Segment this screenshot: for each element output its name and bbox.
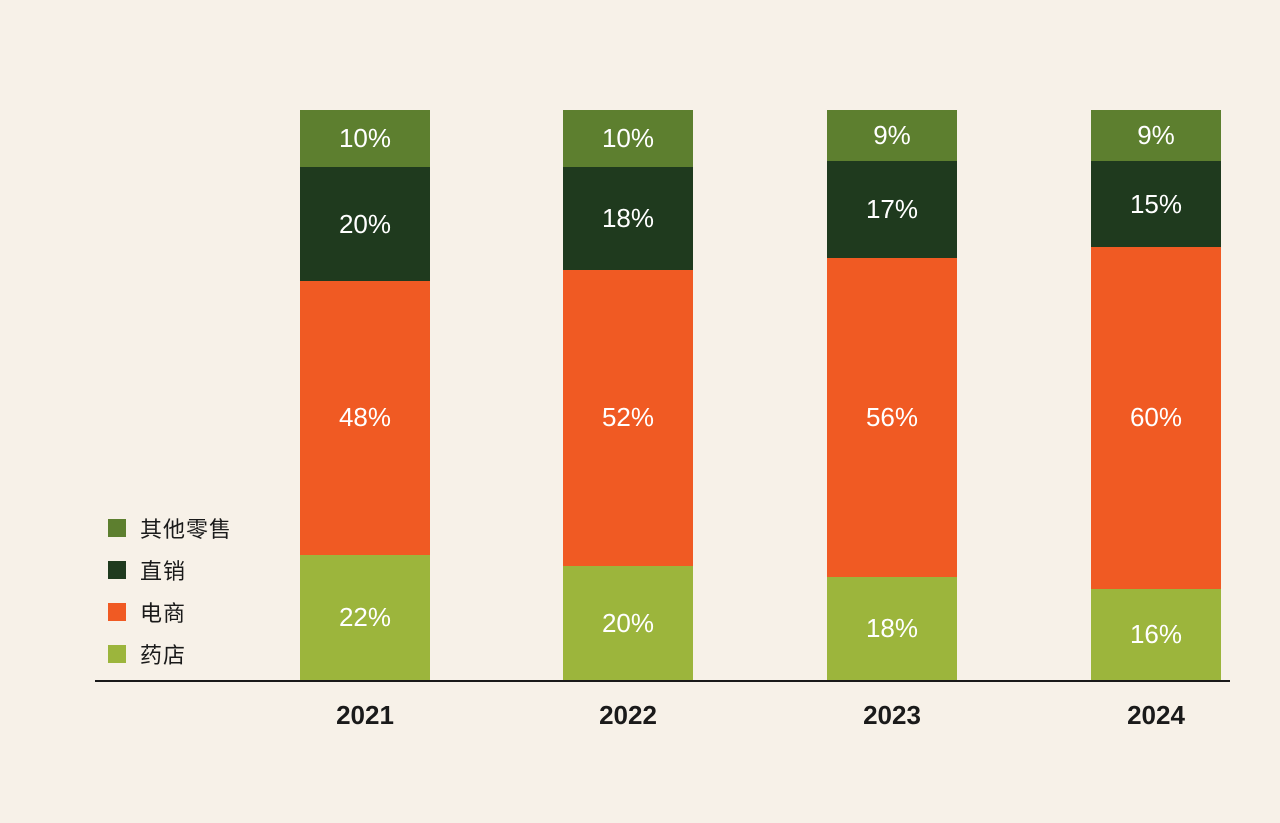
legend-swatch — [108, 603, 126, 621]
bar-column: 16% 60% 15% 9% — [1091, 110, 1221, 680]
x-axis-label: 2021 — [336, 700, 394, 731]
bar-segment-label: 20% — [602, 608, 654, 639]
bar-segment-label: 22% — [339, 602, 391, 633]
bar-segment-label: 52% — [602, 402, 654, 433]
legend-label: 直销 — [140, 554, 186, 586]
bar-segment-direct: 20% — [300, 167, 430, 281]
legend: 其他零售直销电商药店 — [108, 512, 232, 680]
bar-segment-label: 10% — [339, 123, 391, 154]
bar-column: 20% 52% 18% 10% — [563, 110, 693, 680]
x-axis-line — [95, 680, 1230, 682]
stacked-bar-chart: 22% 48% 20% 10% 20% 52% 18% 10% 18% 56% 17% 9% 16% 60… — [0, 0, 1280, 823]
legend-item-pharmacy: 药店 — [108, 638, 232, 670]
bar-segment-label: 9% — [1137, 120, 1175, 151]
bar-segment-label: 16% — [1130, 619, 1182, 650]
bar-segment-pharmacy: 16% — [1091, 589, 1221, 680]
bar-column: 18% 56% 17% 9% — [827, 110, 957, 680]
bar-segment-label: 10% — [602, 123, 654, 154]
bar-segment-label: 56% — [866, 402, 918, 433]
bar-segment-direct: 15% — [1091, 161, 1221, 247]
bar-segment-label: 48% — [339, 402, 391, 433]
legend-swatch — [108, 519, 126, 537]
bar-segment-other_retail: 9% — [1091, 110, 1221, 161]
bar-segment-direct: 18% — [563, 167, 693, 270]
x-axis-label: 2023 — [863, 700, 921, 731]
bar-segment-label: 15% — [1130, 189, 1182, 220]
x-axis-label: 2024 — [1127, 700, 1185, 731]
bar-segment-label: 20% — [339, 209, 391, 240]
legend-label: 其他零售 — [140, 512, 232, 544]
bar-segment-other_retail: 9% — [827, 110, 957, 161]
bar-segment-label: 9% — [873, 120, 911, 151]
bar-segment-pharmacy: 20% — [563, 566, 693, 680]
bar-segment-label: 18% — [866, 613, 918, 644]
legend-label: 电商 — [140, 596, 186, 628]
bar-segment-ecommerce: 60% — [1091, 247, 1221, 589]
bar-segment-ecommerce: 48% — [300, 281, 430, 555]
legend-item-other_retail: 其他零售 — [108, 512, 232, 544]
legend-label: 药店 — [140, 638, 186, 670]
bar-segment-pharmacy: 22% — [300, 555, 430, 680]
bar-column: 22% 48% 20% 10% — [300, 110, 430, 680]
bar-segment-label: 17% — [866, 194, 918, 225]
bar-segment-label: 60% — [1130, 402, 1182, 433]
plot-area: 22% 48% 20% 10% 20% 52% 18% 10% 18% 56% 17% 9% 16% 60… — [296, 110, 1206, 680]
legend-item-direct: 直销 — [108, 554, 232, 586]
bar-segment-pharmacy: 18% — [827, 577, 957, 680]
legend-item-ecommerce: 电商 — [108, 596, 232, 628]
bar-segment-other_retail: 10% — [563, 110, 693, 167]
bar-segment-other_retail: 10% — [300, 110, 430, 167]
x-axis-label: 2022 — [599, 700, 657, 731]
bar-segment-ecommerce: 56% — [827, 258, 957, 577]
bar-segment-ecommerce: 52% — [563, 270, 693, 566]
bar-segment-label: 18% — [602, 203, 654, 234]
legend-swatch — [108, 645, 126, 663]
bar-segment-direct: 17% — [827, 161, 957, 258]
legend-swatch — [108, 561, 126, 579]
